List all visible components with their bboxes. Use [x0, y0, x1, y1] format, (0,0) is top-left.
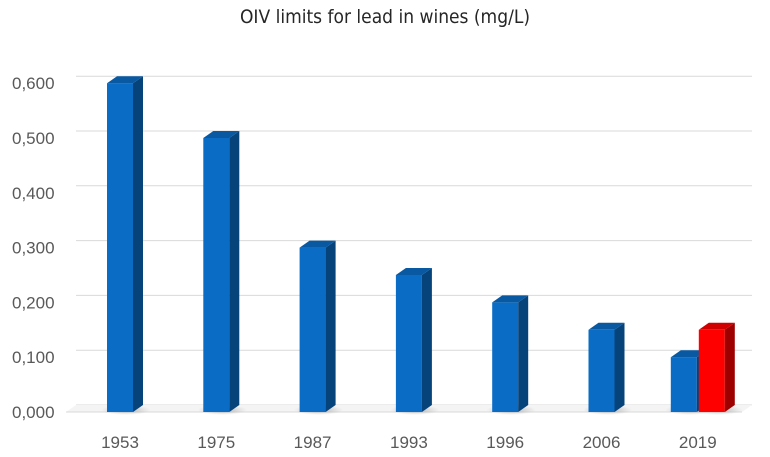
bar-front [107, 83, 133, 412]
bar [107, 76, 143, 412]
bars [107, 76, 735, 412]
bar-top [299, 240, 336, 248]
x-tick-label: 1993 [390, 433, 428, 452]
bar [492, 295, 529, 412]
x-tick-label: 2006 [583, 433, 621, 452]
bar-side [421, 268, 432, 412]
bar-front [299, 247, 326, 412]
x-tick-label: 1975 [197, 433, 235, 452]
x-axis: 1953 1975 1987 1993 1996 2006 2019 [101, 433, 717, 452]
bar-front [492, 302, 519, 412]
bar-side [614, 322, 625, 412]
bar-top [203, 131, 240, 138]
bar-front [395, 275, 422, 412]
bar-top [395, 268, 432, 275]
y-tick-label: 0,600 [12, 74, 55, 93]
chart-title: OIV limits for lead in wines (mg/L) [239, 6, 531, 28]
bar-top [698, 322, 735, 330]
bar-front [203, 138, 230, 412]
bar-front [670, 357, 697, 412]
bar [203, 131, 240, 412]
bar-side [133, 76, 143, 412]
bar-front [698, 329, 725, 412]
x-tick-label: 1987 [294, 433, 332, 452]
y-tick-label: 0,100 [12, 348, 55, 367]
y-tick-label: 0,200 [12, 293, 55, 312]
bar-side [724, 322, 735, 412]
bar-top [107, 76, 143, 84]
y-tick-label: 0,300 [12, 239, 55, 258]
bar-side [325, 240, 336, 412]
bar-highlight [698, 322, 735, 412]
bar-side [229, 131, 240, 412]
bar [299, 240, 336, 412]
y-axis: 0,000 0,100 0,200 0,300 0,400 0,500 0,600 [12, 74, 55, 422]
y-tick-label: 0,400 [12, 184, 55, 203]
y-tick-label: 0,500 [12, 129, 55, 148]
y-tick-label: 0,000 [12, 403, 55, 422]
bar-front [588, 329, 615, 412]
bar [395, 268, 432, 412]
bar-top [588, 322, 625, 330]
bar-top [492, 295, 529, 303]
x-tick-label: 2019 [679, 433, 717, 452]
bar-side [518, 295, 529, 412]
x-tick-label: 1996 [486, 433, 524, 452]
bar-top [670, 350, 707, 358]
x-tick-label: 1953 [101, 433, 139, 452]
bar [588, 322, 625, 412]
